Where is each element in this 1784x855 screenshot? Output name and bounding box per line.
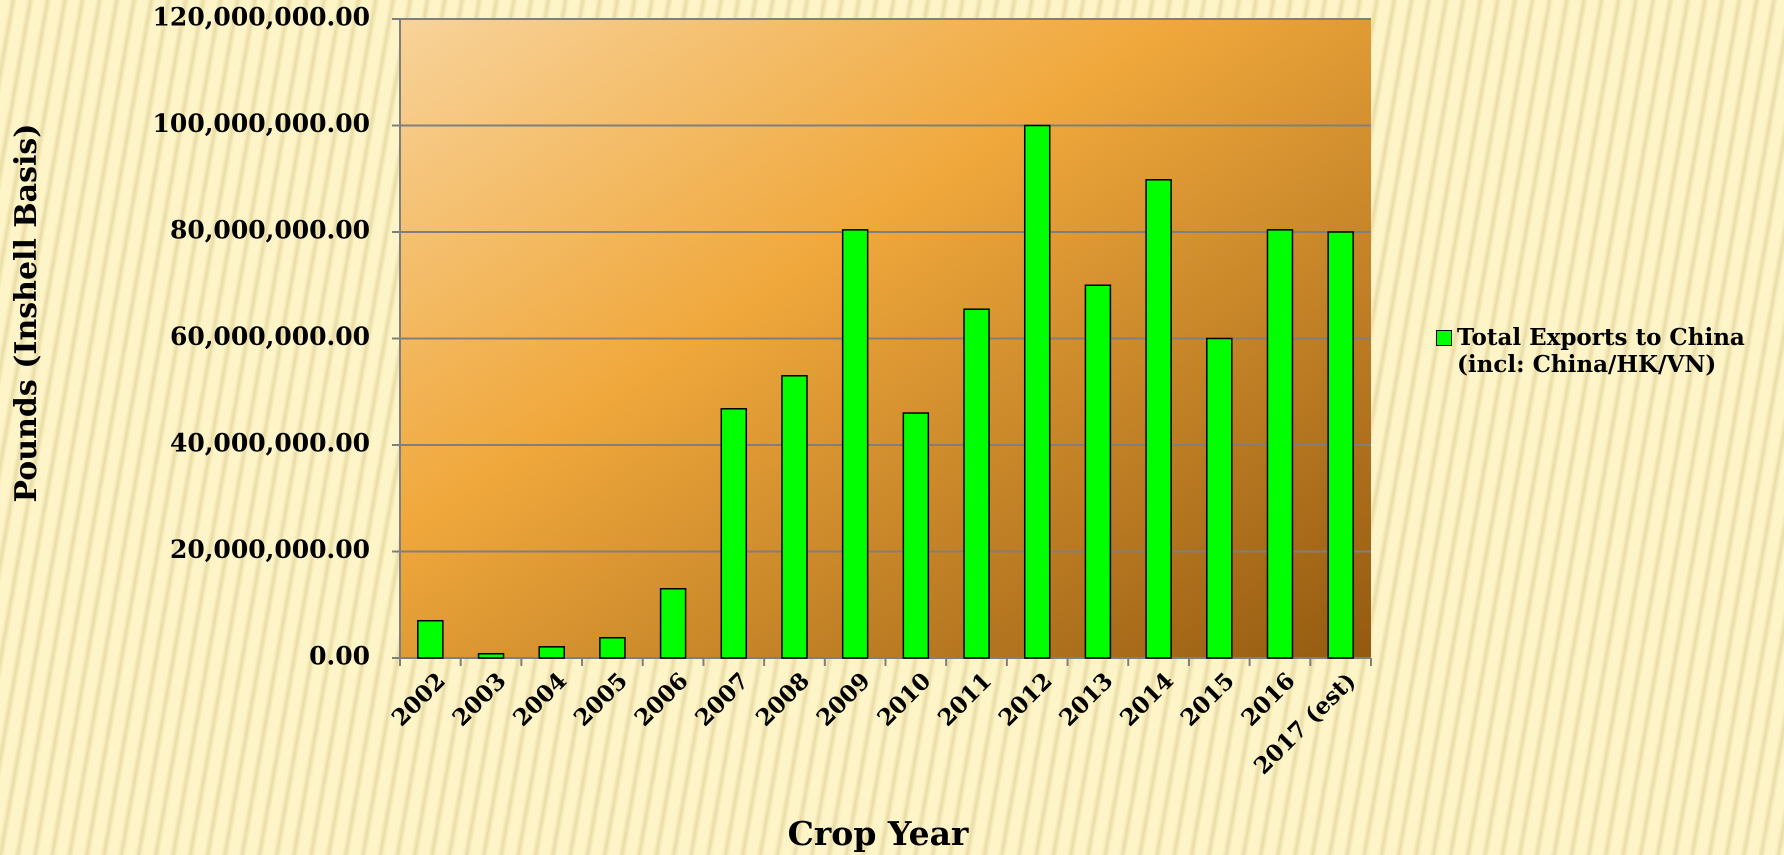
legend: Total Exports to China (incl: China/HK/V… — [1436, 324, 1745, 378]
bar — [1145, 179, 1172, 659]
bar — [659, 588, 687, 659]
y-tick-label: 40,000,000.00 — [170, 429, 370, 458]
bar — [720, 408, 748, 659]
y-tick-label: 20,000,000.00 — [170, 535, 370, 564]
bar — [477, 652, 505, 659]
x-tick-label: 2006 — [629, 667, 693, 731]
x-axis-title: Crop Year — [788, 814, 969, 853]
x-tick-label: 2014 — [1115, 667, 1179, 731]
bar — [1327, 231, 1354, 659]
x-tick-label: 2004 — [508, 667, 572, 731]
bar — [1266, 229, 1294, 659]
bar — [1206, 337, 1233, 659]
legend-marker — [1436, 330, 1452, 346]
y-tick-label: 0.00 — [309, 642, 370, 671]
bar — [902, 412, 930, 659]
bar — [538, 646, 565, 659]
x-tick-label: 2013 — [1054, 667, 1118, 731]
bar — [781, 375, 808, 659]
y-axis-title: Pounds (Inshell Basis) — [9, 124, 44, 503]
x-tick-label: 2011 — [933, 667, 997, 731]
y-tick-label: 100,000,000.00 — [153, 109, 370, 138]
x-tick-label: 2009 — [811, 667, 875, 731]
bar — [963, 308, 990, 659]
bar — [599, 637, 626, 659]
y-tick-label: 80,000,000.00 — [170, 216, 370, 245]
bar — [1023, 124, 1051, 659]
x-tick-label: 2005 — [569, 667, 633, 731]
bar — [841, 229, 869, 659]
x-tick-label: 2007 — [690, 667, 754, 731]
x-tick-label: 2002 — [386, 667, 450, 731]
legend-label: Total Exports to China (incl: China/HK/V… — [1457, 324, 1745, 378]
x-tick-label: 2008 — [751, 667, 815, 731]
bar — [1084, 284, 1112, 659]
x-tick-label: 2012 — [993, 667, 1057, 731]
x-tick-label: 2010 — [872, 667, 936, 731]
y-tick-label: 60,000,000.00 — [170, 322, 370, 351]
y-tick-label: 120,000,000.00 — [153, 3, 370, 32]
x-tick-label: 2003 — [447, 667, 511, 731]
x-tick-label: 2015 — [1175, 667, 1239, 731]
bar — [417, 619, 444, 659]
